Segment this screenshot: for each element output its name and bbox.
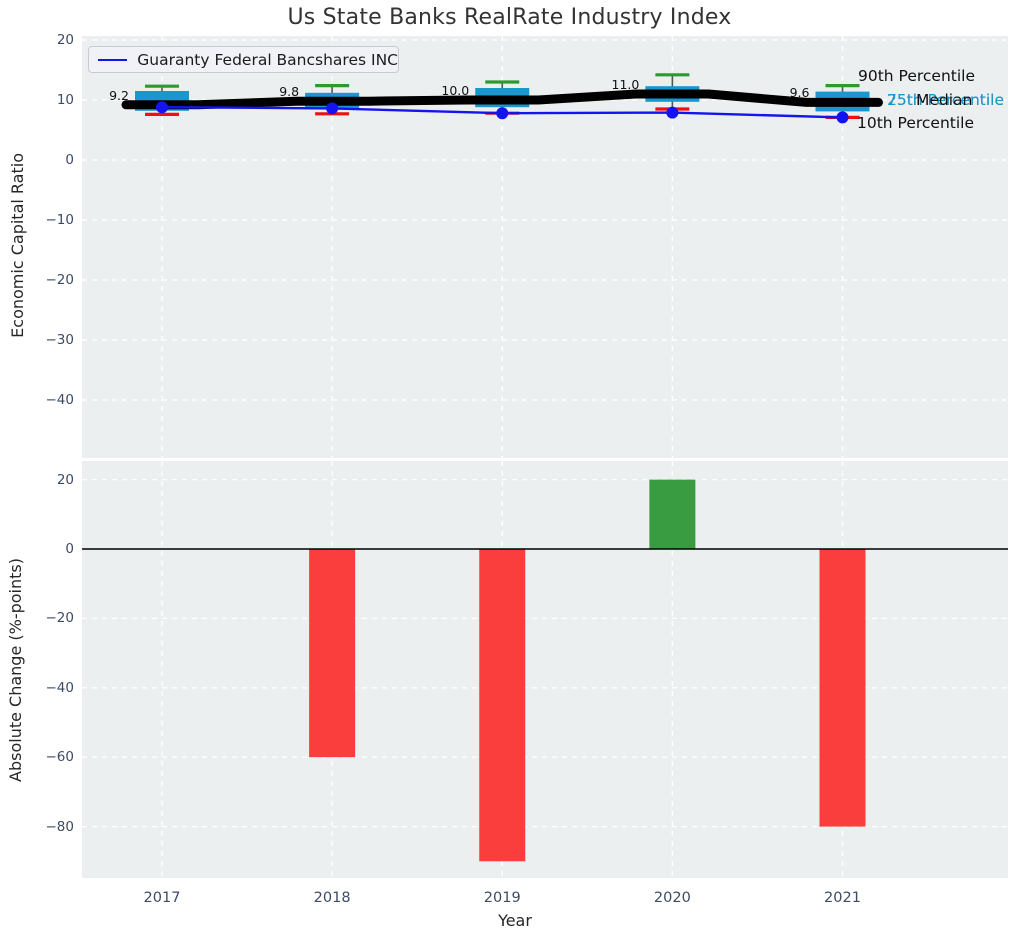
chart-title: Us State Banks RealRate Industry Index: [287, 5, 732, 30]
annotation-75th-percentile: 75th Percentile: [887, 91, 1005, 109]
y-tick-label: 20: [56, 471, 74, 488]
y-tick-label: −30: [45, 332, 75, 348]
change-bar: [309, 549, 356, 758]
x-tick-label: 2019: [483, 890, 521, 906]
annotation-25th-percentile: 25th Percentile: [887, 91, 1005, 109]
y-tick-label: 0: [65, 541, 74, 557]
y-tick-label: 20: [56, 32, 74, 48]
change-bar: [649, 479, 696, 549]
company-point: [836, 111, 849, 124]
company-point: [666, 106, 679, 119]
company-point: [326, 102, 339, 115]
y-tick-label: −10: [45, 212, 75, 228]
change-bar: [479, 549, 526, 862]
y-tick-label: −40: [45, 679, 75, 696]
y-axis-label-top: Economic Capital Ratio: [8, 153, 27, 338]
company-point: [496, 107, 509, 120]
y-tick-label: 10: [56, 92, 74, 108]
legend-line-sample-icon: [98, 58, 128, 61]
company-point: [156, 101, 168, 114]
annotation-90th-percentile: 90th Percentile: [858, 67, 976, 85]
y-tick-label: −80: [45, 818, 75, 835]
x-tick-label: 2021: [824, 890, 861, 906]
x-tick-label: 2018: [313, 890, 351, 906]
x-axis-label: Year: [498, 911, 532, 930]
bottom-plot-background: [82, 461, 1008, 878]
median-value-label: 9.2: [109, 87, 129, 103]
x-tick-label: 2017: [143, 890, 181, 906]
y-tick-label: −20: [45, 610, 75, 627]
legend: Guaranty Federal Bancshares INC: [88, 46, 399, 73]
y-tick-label: −60: [45, 749, 75, 766]
median-value-label: 9.8: [279, 84, 300, 100]
y-tick-label: 0: [65, 152, 74, 168]
change-bar: [819, 549, 866, 827]
annotation-10th-percentile: 10th Percentile: [857, 114, 975, 132]
median-line: [121, 89, 883, 110]
legend-series-label: Guaranty Federal Bancshares INC: [137, 50, 398, 69]
y-axis-label-bottom: Absolute Change (%-points): [6, 558, 25, 782]
median-value-label: 11.0: [611, 77, 640, 92]
x-tick-label: 2020: [653, 890, 691, 906]
y-tick-label: −20: [45, 272, 75, 288]
y-tick-label: −40: [45, 392, 75, 408]
median-value-label: 9.6: [789, 85, 810, 101]
median-value-label: 10.0: [441, 83, 470, 98]
annotation-median: Median: [916, 91, 973, 109]
